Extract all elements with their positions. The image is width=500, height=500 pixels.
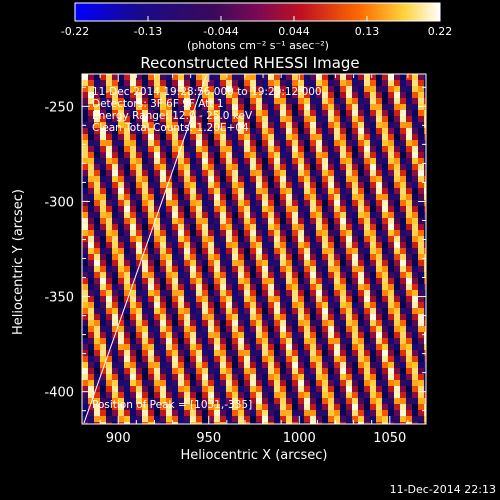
y-tick-label: -350 bbox=[44, 291, 74, 306]
colorbar bbox=[75, 3, 440, 21]
y-tick-label: -250 bbox=[44, 100, 74, 115]
image-title: Reconstructed RHESSI Image bbox=[140, 54, 359, 72]
info-time-range: 11-Dec-2014 19:28:56.000 to 19:29:12.000 bbox=[92, 86, 322, 98]
footer-timestamp: 11-Dec-2014 22:13 bbox=[390, 483, 496, 496]
peak-position: Position of Peak = [1031,-335] bbox=[92, 399, 252, 411]
colorbar-tick-label: 0.13 bbox=[355, 25, 380, 38]
colorbar-unit-label: (photons cm⁻² s⁻¹ asec⁻²) bbox=[187, 39, 329, 52]
colorbar-tick-label: -0.22 bbox=[61, 25, 89, 38]
y-tick-label: -300 bbox=[44, 195, 74, 210]
x-tick-label: 1050 bbox=[373, 431, 406, 446]
x-tick-label: 950 bbox=[196, 431, 221, 446]
colorbar-tick-label: -0.044 bbox=[203, 25, 238, 38]
info-detectors: Detectors: 3F 6F 9F Att 1 bbox=[92, 98, 224, 110]
info-energy-range: Energy Range: 12.0 - 25.0 keV bbox=[92, 110, 253, 122]
colorbar-ticks: -0.22 -0.13 -0.044 0.044 0.13 0.22 bbox=[61, 16, 452, 38]
colorbar-tick-label: 0.22 bbox=[428, 25, 453, 38]
plot-frame bbox=[81, 73, 427, 425]
rhessi-image bbox=[82, 74, 426, 424]
colorbar-frame bbox=[74, 2, 441, 22]
solar-limb-line bbox=[83, 75, 207, 424]
x-axis-label: Heliocentric X (arcsec) bbox=[181, 448, 328, 463]
info-counts: Clean Total Counts: 1.20E+04 bbox=[92, 122, 249, 134]
y-tick-label: -400 bbox=[44, 386, 74, 401]
x-tick-label: 900 bbox=[106, 431, 131, 446]
y-axis-label: Heliocentric Y (arcsec) bbox=[11, 189, 26, 335]
x-tick-label: 1000 bbox=[283, 431, 316, 446]
colorbar-tick-label: 0.044 bbox=[278, 25, 310, 38]
axis-ticks: 900 950 1000 1050 -250 -300 -350 -400 bbox=[44, 74, 427, 446]
colorbar-tick-label: -0.13 bbox=[134, 25, 162, 38]
